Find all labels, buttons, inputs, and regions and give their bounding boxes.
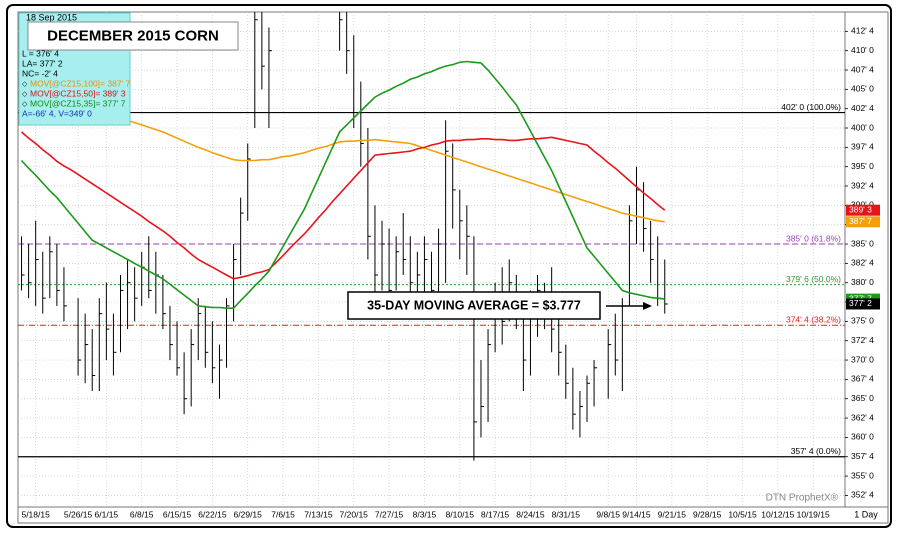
info-marker: ◇	[22, 91, 28, 98]
info-date: 18 Sep 2015	[26, 12, 77, 22]
price-tag-label: 387' 7	[849, 216, 872, 226]
axis-labels: 352' 4 355' 0 357' 4 360' 0 362' 4 365' 0 367'…	[21, 26, 874, 520]
info-line: NC= -2' 4	[22, 68, 58, 78]
y-tick-label: 375' 0	[851, 316, 874, 326]
x-tick-label: 8/10/15	[446, 509, 475, 519]
y-tick-label: 395' 0	[851, 161, 874, 171]
x-tick-label: 6/1/15	[95, 509, 119, 519]
y-tick-label: 367' 4	[851, 374, 874, 384]
y-tick-label: 400' 0	[851, 122, 874, 132]
x-tick-label: 6/8/15	[130, 509, 154, 519]
x-tick-label: 8/17/15	[481, 509, 510, 519]
x-tick-label: 9/21/15	[658, 509, 687, 519]
price-tag	[846, 298, 880, 310]
interval-label: 1 Day	[854, 509, 878, 519]
y-tick-label: 405' 0	[851, 84, 874, 94]
x-tick-label: 8/31/15	[552, 509, 581, 519]
moving-average-line	[20, 131, 666, 280]
y-tick-label: 412' 4	[851, 26, 874, 36]
y-tick-label: 370' 0	[851, 354, 874, 364]
y-tick-label: 362' 4	[851, 412, 874, 422]
price-tag	[846, 216, 880, 228]
x-tick-label: 9/14/15	[622, 509, 651, 519]
y-tick-label: 355' 0	[851, 470, 874, 480]
x-tick-label: 7/13/15	[304, 509, 333, 519]
price-tags: 387' 7 377' 7 389' 3 377' 2	[846, 204, 880, 310]
y-tick-label: 360' 0	[851, 432, 874, 442]
x-tick-label: 7/20/15	[340, 509, 369, 519]
info-marker: ◇	[22, 101, 28, 108]
x-tick-label: 6/22/15	[198, 509, 227, 519]
x-tick-label: 10/5/15	[728, 509, 757, 519]
moving-average-line	[20, 60, 665, 309]
watermark: DTN ProphetX®	[766, 493, 839, 504]
x-tick-label: 6/15/15	[163, 509, 192, 519]
x-tick-label: 5/18/15	[21, 509, 50, 519]
date-axis	[17, 506, 889, 524]
x-tick-label: 7/6/15	[271, 509, 295, 519]
y-tick-label: 365' 0	[851, 393, 874, 403]
info-line: MOV[@CZ15,50]= 389' 3	[30, 88, 126, 98]
x-tick-label: 7/27/15	[375, 509, 404, 519]
info-line: LA= 377' 2	[22, 58, 63, 68]
x-tick-label: 9/28/15	[693, 509, 722, 519]
level-label: 402' 0 (100.0%)	[781, 102, 841, 112]
level-label: 385' 0 (61.8%)	[786, 233, 841, 243]
title-bg	[27, 21, 239, 51]
y-tick-label: 410' 0	[851, 45, 874, 55]
y-tick-label: 372' 4	[851, 335, 874, 345]
info-line: L = 376' 4	[22, 48, 59, 58]
y-tick-label: 392' 4	[851, 180, 874, 190]
price-tag-label: 377' 7	[849, 293, 872, 303]
annotation-arrowhead	[643, 302, 652, 310]
y-tick-label: 382' 4	[851, 258, 874, 268]
level-label: 379' 6 (50.0%)	[786, 274, 841, 284]
info-line: MOV[@CZ15,100]= 387' 7	[30, 78, 131, 88]
y-tick-label: 357' 4	[851, 451, 874, 461]
price-axis	[844, 11, 889, 508]
x-tick-label: 5/26/15	[64, 509, 93, 519]
price-tag-label: 377' 2	[849, 298, 872, 308]
y-tick-label: 380' 0	[851, 277, 874, 287]
x-tick-label: 10/12/15	[761, 509, 794, 519]
x-tick-label: 6/29/15	[234, 509, 263, 519]
level-label: 357' 4 (0.0%)	[791, 446, 841, 456]
annotation-text: 35-DAY MOVING AVERAGE = $3.777	[367, 298, 581, 312]
y-tick-label: 402' 4	[851, 103, 874, 113]
info-marker: ◇	[22, 81, 28, 88]
annotation-box	[347, 291, 601, 320]
title-box: DECEMBER 2015 CORN	[27, 21, 239, 51]
chart-title: DECEMBER 2015 CORN	[47, 27, 219, 44]
x-tick-label: 8/24/15	[516, 509, 545, 519]
y-tick-label: 390' 0	[851, 200, 874, 210]
info-line: MOV[@CZ15,35]= 377' 7	[30, 98, 126, 108]
info-line: A=-66' 4, V=349' 0	[22, 108, 92, 118]
annotation: 35-DAY MOVING AVERAGE = $3.777	[347, 291, 652, 320]
x-tick-label: 8/3/15	[413, 509, 437, 519]
y-tick-label: 407' 4	[851, 64, 874, 74]
y-tick-label: 385' 0	[851, 238, 874, 248]
price-tag-label: 389' 3	[849, 204, 872, 214]
y-tick-label: 352' 4	[851, 490, 874, 500]
x-tick-label: 10/19/15	[797, 509, 830, 519]
price-tag	[846, 204, 880, 216]
y-tick-label: 397' 4	[851, 142, 874, 152]
x-tick-label: 9/8/15	[596, 509, 620, 519]
level-label: 374' 4 (38.2%)	[786, 314, 841, 324]
